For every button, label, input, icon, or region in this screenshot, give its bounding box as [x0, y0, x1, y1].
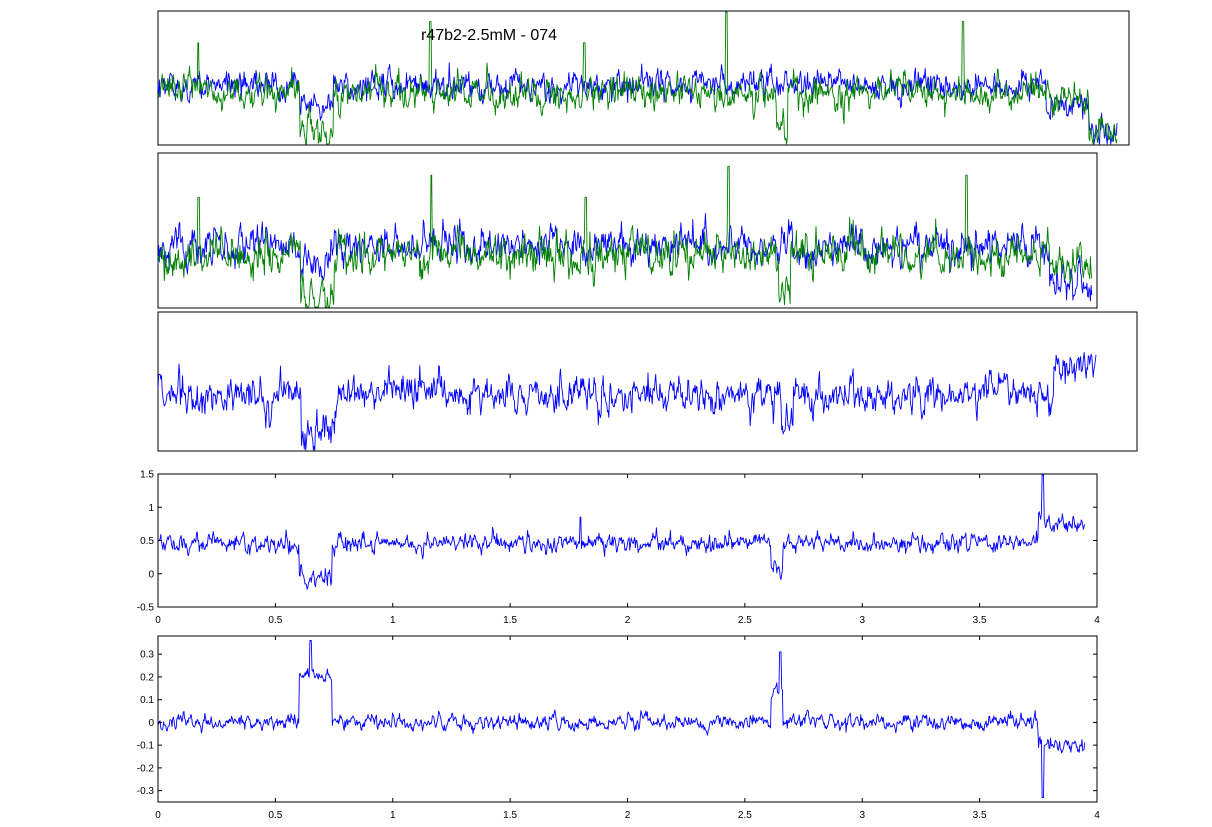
panel-2-series-2-line	[157, 165, 1093, 308]
panel-2-frame	[157, 152, 1098, 309]
panel-5-y-tick-label: -0.1	[137, 741, 155, 752]
panel-5-series-1-line	[157, 640, 1086, 798]
panel-5-y-tick-label: 0.3	[140, 650, 154, 661]
panel-4-x-tick-label: 1	[390, 615, 396, 626]
panel-5: 0 0.5 1 1.5 2 2.5 3 3.5 4 -0.3 -0.2 -0.1 0 0.1 0.2 0.3	[137, 635, 1100, 821]
panel-4: 0 0.5 1 1.5 2 2.5 3 3.5 4-0.500.511.5	[137, 470, 1100, 627]
panel-1-series-2-line	[157, 11, 1118, 145]
panel-4-x-tick-label: 2.5	[738, 615, 752, 626]
panel-4-x-tick-label: 3.5	[973, 615, 987, 626]
panel-5-y-tick-label: 0.1	[140, 695, 154, 706]
panel-5-x-tick-label: 0	[155, 810, 161, 821]
panel-5-traces	[157, 640, 1086, 798]
panel-5-y-tick-label: 0.2	[140, 672, 154, 683]
panel-4-y-tick-label: -0.5	[137, 603, 155, 614]
panel-4-x-tick-label: 4	[1094, 615, 1100, 626]
panel-5-x-tick-label: 4	[1094, 810, 1100, 821]
panel-1: r47b2-2.5mM - 074	[157, 10, 1130, 146]
panel-2	[157, 152, 1098, 309]
panel-5-axes: 0 0.5 1 1.5 2 2.5 3 3.5 4 -0.3 -0.2 -0.1 0 0.1 0.2 0.3	[137, 636, 1100, 821]
panel-4-y-tick-label: 0.5	[140, 536, 154, 547]
panel-4-y-tick-label: 1.5	[140, 470, 154, 481]
panel-4-x-tick-label: 0.5	[268, 615, 282, 626]
panel-5-x-tick-label: 3.5	[973, 810, 987, 821]
panel-1-traces	[157, 11, 1118, 145]
panel-5-x-tick-label: 0.5	[268, 810, 282, 821]
panel-5-y-tick-label: -0.3	[137, 786, 155, 797]
panel-4-axes: 0 0.5 1 1.5 2 2.5 3 3.5 4-0.500.511.5	[137, 470, 1100, 627]
panel-5-x-tick-label: 2	[625, 810, 631, 821]
panel-4-y-tick-label: 0	[148, 569, 154, 580]
panel-4-x-tick-label: 3	[859, 615, 865, 626]
panel-3-series-1-line	[157, 352, 1097, 451]
panel-4-series-1-line	[157, 474, 1086, 590]
panel-5-x-tick-label: 2.5	[738, 810, 752, 821]
panel-1-frame	[157, 10, 1130, 146]
panel-2-traces	[157, 165, 1093, 308]
panel-4-traces	[157, 474, 1086, 590]
panel-4-x-tick-label: 2	[625, 615, 631, 626]
panel-4-x-tick-label: 1.5	[503, 615, 517, 626]
panel-3	[157, 311, 1138, 452]
panel-4-y-tick-label: 1	[148, 503, 154, 514]
panel-5-y-tick-label: 0	[148, 718, 154, 729]
panel-5-x-tick-label: 1	[390, 810, 396, 821]
panel-3-traces	[157, 352, 1097, 451]
panel-5-x-tick-label: 1.5	[503, 810, 517, 821]
panel-5-y-tick-label: -0.2	[137, 763, 155, 774]
panel-4-x-tick-label: 0	[155, 615, 161, 626]
panel-4-frame	[157, 473, 1098, 608]
figure-title: r47b2-2.5mM - 074	[421, 27, 557, 44]
panel-5-x-tick-label: 3	[859, 810, 865, 821]
